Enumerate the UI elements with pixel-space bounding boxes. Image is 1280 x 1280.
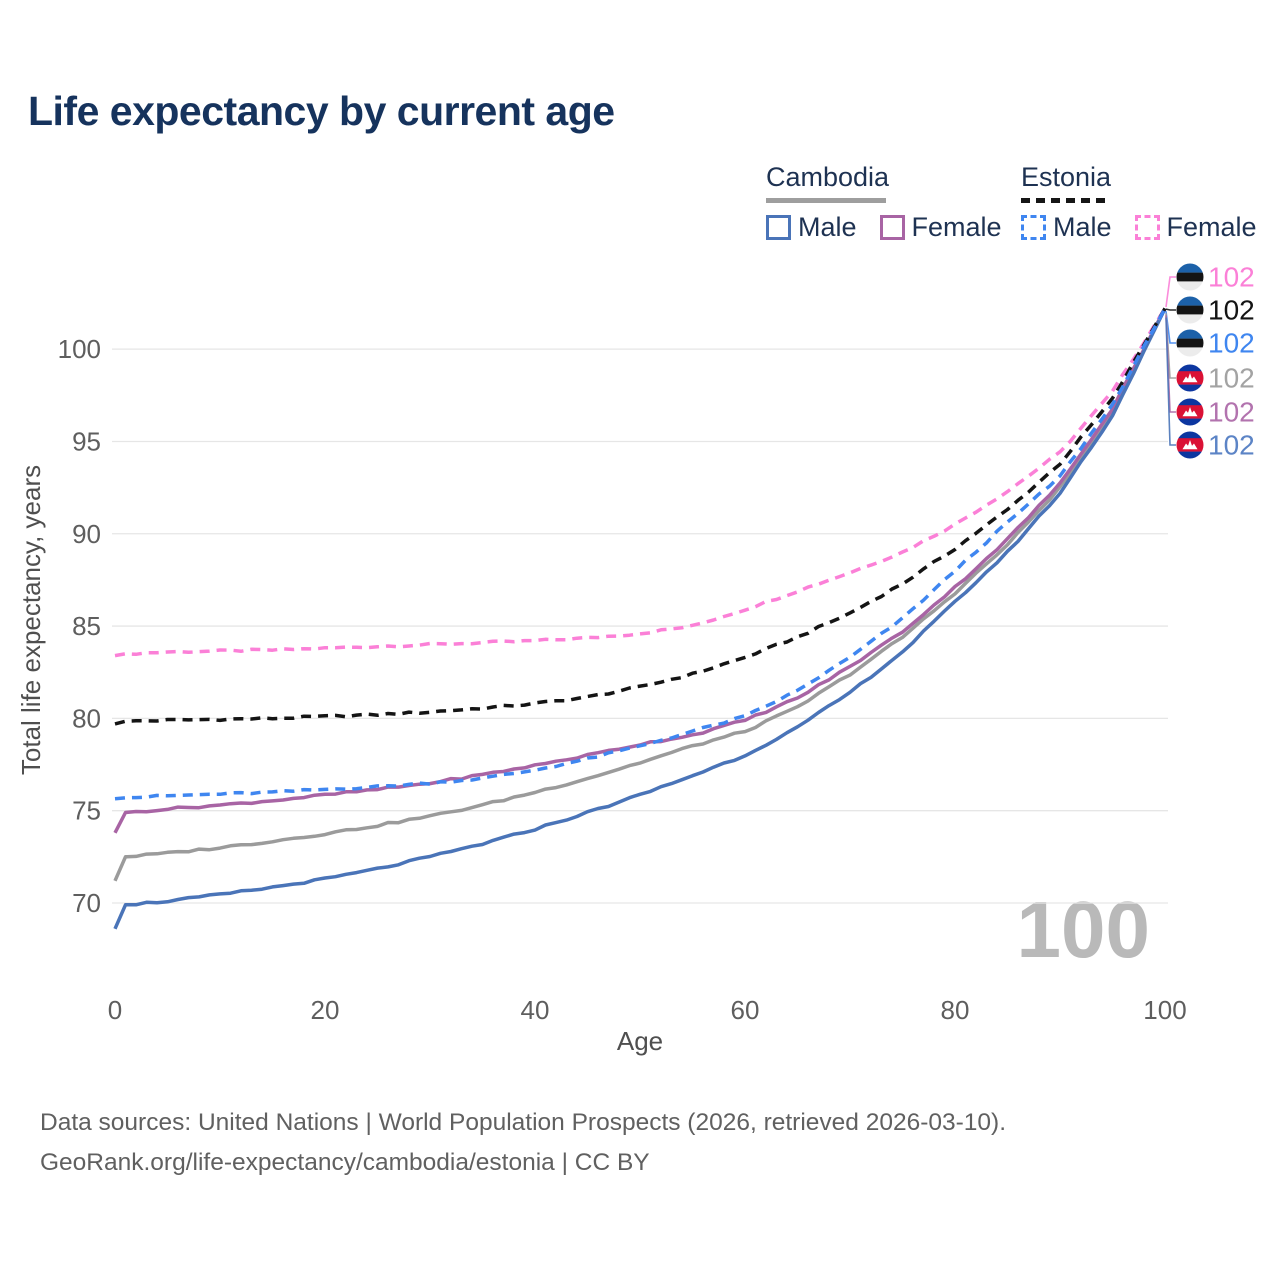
estonia-total-line-swatch <box>1021 198 1109 203</box>
end-value-estonia-total: 102 <box>1208 295 1255 326</box>
legend-group-cambodia: Cambodia Male Female <box>766 162 1025 243</box>
svg-text:80: 80 <box>941 995 970 1025</box>
svg-text:0: 0 <box>108 995 122 1025</box>
svg-text:100: 100 <box>1143 995 1186 1025</box>
cambodia-flag-icon <box>1176 431 1204 459</box>
legend-group-label-cambodia[interactable]: Cambodia <box>766 162 890 192</box>
legend-item-cambodia-female[interactable]: Female <box>879 212 1002 243</box>
estonia-female-swatch-icon <box>1134 214 1160 240</box>
line-estonia-male <box>114 307 1167 801</box>
leader-line-cambodia-male <box>1165 317 1176 446</box>
page-title: Life expectancy by current age <box>28 88 615 134</box>
x-axis-title: Age <box>617 1026 663 1056</box>
line-estonia-female <box>114 307 1167 658</box>
svg-text:40: 40 <box>521 995 550 1025</box>
end-value-cambodia-total: 102 <box>1208 363 1255 394</box>
svg-text:90: 90 <box>72 519 101 549</box>
cambodia-flag-icon <box>1176 364 1204 392</box>
line-cambodia-male <box>113 307 1167 930</box>
svg-text:70: 70 <box>72 888 101 918</box>
svg-text:20: 20 <box>311 995 340 1025</box>
estonia-flag-icon <box>1176 263 1204 291</box>
legend-item-estonia-female[interactable]: Female <box>1134 212 1257 243</box>
age-watermark: 100 <box>1017 885 1150 974</box>
line-cambodia-total <box>113 307 1167 882</box>
end-label-leader-lines <box>1165 276 1176 446</box>
line-cambodia-female <box>113 307 1167 834</box>
end-value-estonia-male: 102 <box>1208 328 1255 359</box>
end-value-cambodia-female: 102 <box>1208 397 1255 428</box>
estonia-flag-icon <box>1176 296 1204 324</box>
line-estonia-total <box>114 307 1167 726</box>
legend-item-cambodia-male[interactable]: Male <box>766 212 857 243</box>
legend-group-label-estonia[interactable]: Estonia <box>1021 162 1112 192</box>
cambodia-male-swatch-icon <box>766 215 791 240</box>
cambodia-female-swatch-icon <box>879 215 905 240</box>
cambodia-flag-icon <box>1176 398 1204 426</box>
legend-group-estonia: Estonia Male Female <box>1021 162 1280 243</box>
leader-line-estonia-total <box>1165 308 1176 311</box>
gridlines <box>112 348 1168 904</box>
leader-line-estonia-male <box>1165 311 1176 344</box>
svg-text:80: 80 <box>72 703 101 733</box>
footer-attribution: GeoRank.org/life-expectancy/cambodia/est… <box>40 1149 650 1176</box>
y-axis-ticks: 70 75 80 85 90 95 100 <box>58 334 101 918</box>
estonia-male-swatch-icon <box>1021 214 1046 240</box>
svg-text:60: 60 <box>731 995 760 1025</box>
svg-text:95: 95 <box>72 426 101 456</box>
footer: Data sources: United Nations | World Pop… <box>40 1103 1006 1183</box>
leader-line-estonia-female <box>1165 276 1176 308</box>
svg-text:100: 100 <box>58 334 101 364</box>
svg-text:75: 75 <box>72 796 101 826</box>
footer-data-sources: Data sources: United Nations | World Pop… <box>40 1109 1007 1136</box>
legend-item-estonia-male[interactable]: Male <box>1021 212 1112 243</box>
y-axis-title: Total life expectancy, years <box>16 465 46 775</box>
end-value-estonia-female: 102 <box>1208 262 1255 293</box>
svg-text:85: 85 <box>72 611 101 641</box>
cambodia-total-line-swatch <box>766 198 886 203</box>
x-axis-ticks: 0 20 40 60 80 100 <box>108 995 1187 1025</box>
end-value-cambodia-male: 102 <box>1208 430 1255 461</box>
estonia-flag-icon <box>1176 329 1204 357</box>
